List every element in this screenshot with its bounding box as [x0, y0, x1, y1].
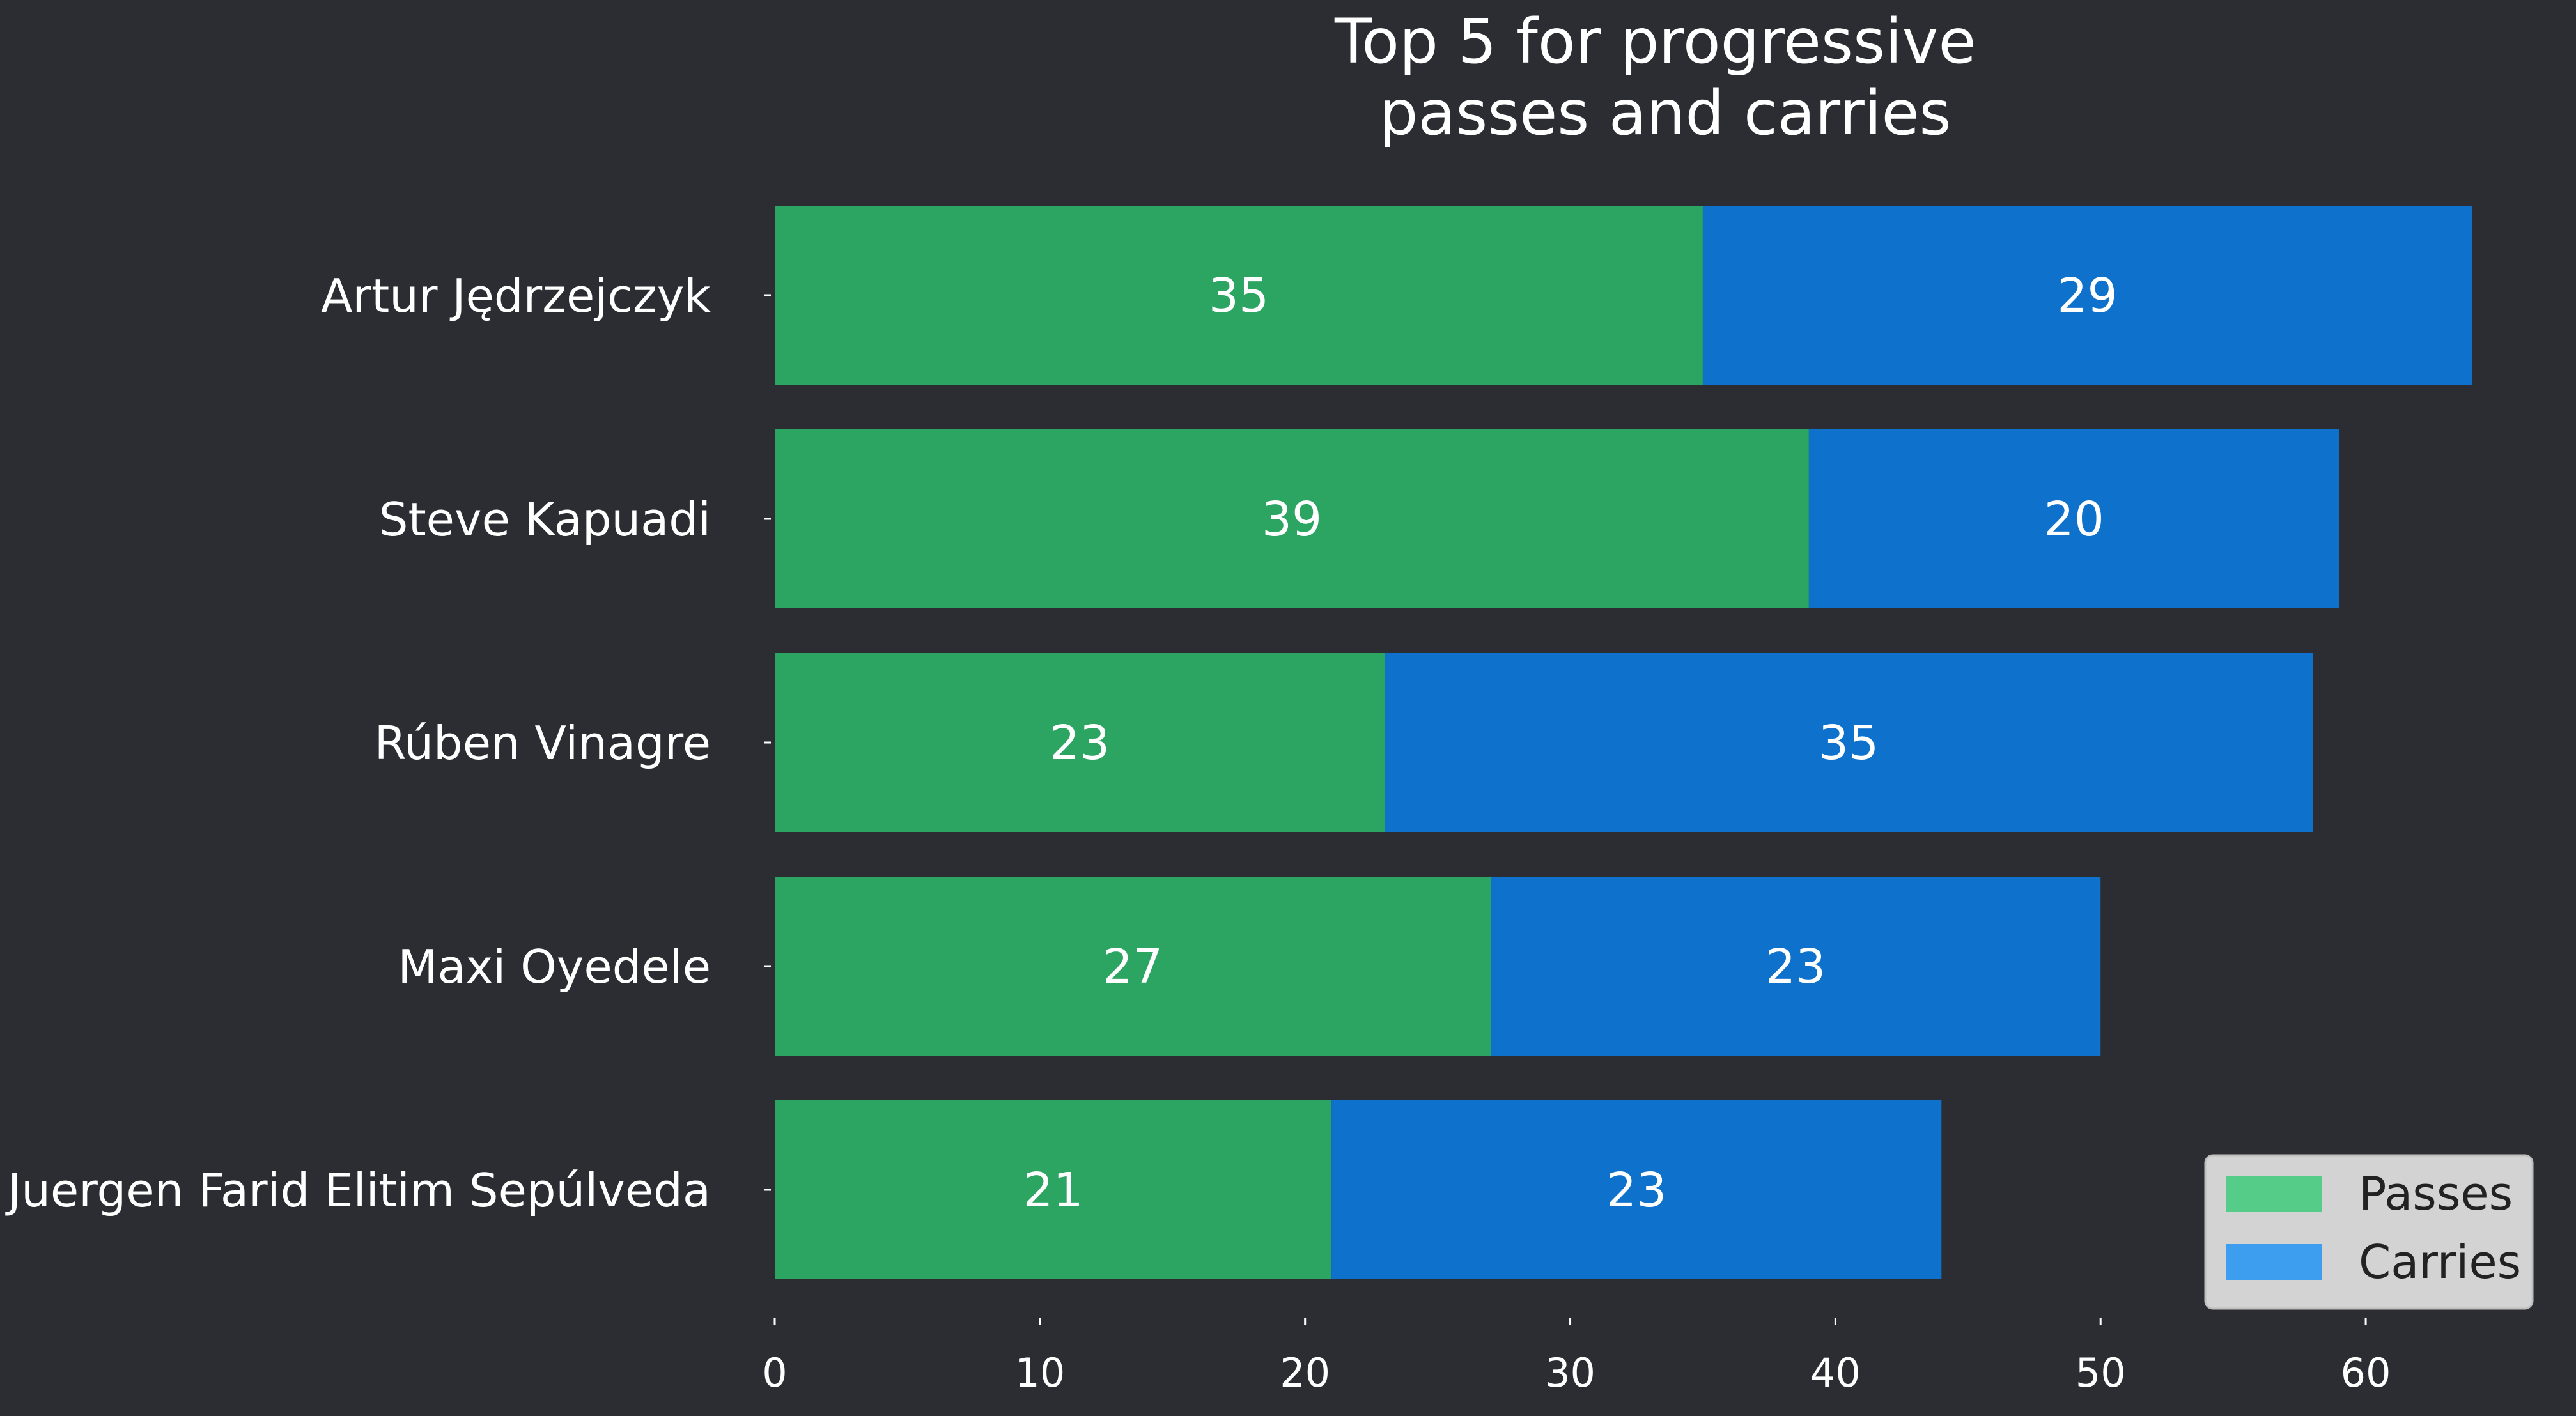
x-tick-label-0: 0	[762, 1350, 787, 1396]
bar-carries-artur-jedrzejczyk	[1702, 206, 2472, 385]
y-tick-label-juergen-farid-elitim-sepulveda: Juergen Farid Elitim Sepúlveda	[5, 1164, 711, 1217]
y-tick-label-steve-kapuadi: Steve Kapuadi	[379, 493, 711, 546]
x-tick-label-10: 10	[1014, 1350, 1065, 1396]
bar-label-carries-artur-jedrzejczyk: 29	[2057, 268, 2117, 323]
legend: Passes Carries	[2204, 1154, 2534, 1310]
y-tick-label-artur-jedrzejczyk: Artur Jędrzejczyk	[321, 269, 711, 323]
bar-carries-juergen-farid-elitim-sepulveda	[1331, 1100, 1942, 1279]
bar-carries-maxi-oyedele	[1491, 877, 2101, 1056]
bar-label-carries-maxi-oyedele: 23	[1765, 939, 1826, 994]
bar-label-carries-steve-kapuadi: 20	[2044, 492, 2104, 547]
bars	[775, 206, 2472, 1279]
y-tick-label-maxi-oyedele: Maxi Oyedele	[398, 940, 711, 994]
bar-label-passes-ruben-vinagre: 23	[1050, 716, 1110, 771]
legend-swatch-carries	[2226, 1244, 2322, 1280]
bar-passes-artur-jedrzejczyk	[775, 206, 1703, 385]
x-axis: 0 10 20 30 40 50 60	[762, 1318, 2391, 1396]
bar-passes-juergen-farid-elitim-sepulveda	[775, 1100, 1332, 1279]
bar-label-carries-ruben-vinagre: 35	[1819, 716, 1879, 771]
x-tick-label-20: 20	[1280, 1350, 1330, 1396]
x-tick-label-30: 30	[1545, 1350, 1595, 1396]
y-tick-label-ruben-vinagre: Rúben Vinagre	[375, 716, 711, 770]
x-tick-label-50: 50	[2076, 1350, 2126, 1396]
chart-title-line-2: passes and carries	[1379, 77, 1951, 149]
legend-label-carries: Carries	[2359, 1235, 2521, 1289]
chart-title-line-1: Top 5 for progressive	[1334, 6, 1976, 77]
legend-swatch-passes	[2226, 1176, 2322, 1212]
bar-label-passes-juergen-farid-elitim-sepulveda: 21	[1023, 1163, 1083, 1218]
bar-carries-steve-kapuadi	[1808, 429, 2339, 608]
chart-title: Top 5 for progressive passes and carries	[1334, 6, 1996, 149]
legend-label-passes: Passes	[2359, 1167, 2513, 1220]
bar-passes-steve-kapuadi	[775, 429, 1809, 608]
y-axis: Artur Jędrzejczyk Steve Kapuadi Rúben Vina…	[5, 269, 771, 1217]
x-tick-label-60: 60	[2341, 1350, 2391, 1396]
bar-labels: 35 29 39 20 23 35 27 23 21 23	[1023, 268, 2118, 1218]
bar-passes-maxi-oyedele	[775, 877, 1491, 1056]
bar-label-passes-maxi-oyedele: 27	[1103, 939, 1163, 994]
bar-label-passes-steve-kapuadi: 39	[1262, 492, 1322, 547]
bar-label-carries-juergen-farid-elitim-sepulveda: 23	[1606, 1163, 1666, 1218]
x-tick-label-40: 40	[1810, 1350, 1861, 1396]
bar-carries-ruben-vinagre	[1385, 653, 2313, 832]
bar-label-passes-artur-jedrzejczyk: 35	[1209, 268, 1269, 323]
bar-passes-ruben-vinagre	[775, 653, 1385, 832]
